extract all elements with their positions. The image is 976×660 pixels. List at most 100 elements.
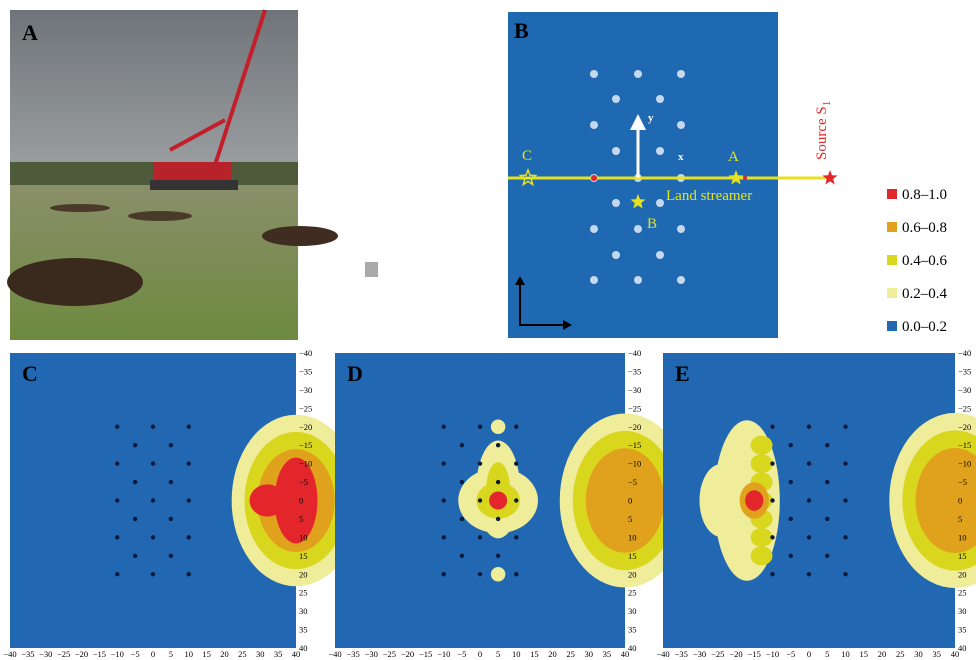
y-tick-label: 20 [628,569,637,579]
label: C [522,148,532,164]
sensor-dot [514,424,519,429]
sensor-dot [656,251,664,259]
x-tick-label: −35 [21,649,34,659]
x-tick-label: 25 [566,649,575,659]
x-tick-label: 40 [621,649,630,659]
sensor-dot [825,442,830,448]
x-tick-label: −25 [383,649,396,659]
x-tick-label: 30 [585,649,594,659]
x-tick-label: 35 [274,649,283,659]
sensor-dot [514,498,519,503]
y-tick-label: 30 [299,606,308,616]
y-tick-label: −40 [299,348,312,358]
sensor-dot [477,535,483,540]
y-tick-label: −30 [628,385,641,395]
photo [7,9,378,340]
y-tick-label: −35 [299,366,312,376]
sensor-dot [806,498,812,503]
sensor-dot [656,147,664,155]
sensor-dot [514,461,519,466]
y-tick-label: −5 [628,477,637,487]
x-tick-label: 5 [825,649,829,659]
sensor-dot [150,572,156,577]
sensor-dot [770,535,775,540]
label: A [22,20,38,45]
y-tick-label: −35 [628,366,641,376]
x-tick-label: 0 [807,649,811,659]
sensor-dot [806,424,812,429]
sensor-dot [477,572,483,577]
x-tick-label: 20 [548,649,557,659]
x-tick-label: 20 [878,649,887,659]
sensor-dot [150,461,156,466]
sensor-dot [843,461,848,466]
sensor-dot [612,251,620,259]
sensor-dot [634,225,642,233]
sensor-dot [150,424,156,429]
x-tick-label: −15 [419,649,432,659]
x-tick-label: 10 [185,649,194,659]
x-tick-label: 0 [151,649,155,659]
sensor-dot [186,572,191,577]
x-tick-label: 5 [496,649,500,659]
sensor-dot [514,535,519,540]
x-tick-label: 15 [202,649,211,659]
legend-label: 0.6–0.8 [902,220,947,236]
legend-label: 0.8–1.0 [902,187,947,203]
y-tick-label: −30 [299,385,312,395]
sensor-dot [115,535,120,540]
y-tick-label: −40 [628,348,641,358]
x-tick-label: 30 [914,649,923,659]
y-tick-label: −25 [299,403,312,413]
sensor-dot [788,553,793,559]
sensor-dot [590,121,598,129]
x-tick-label: −10 [111,649,124,659]
panel-e [663,353,976,648]
legend-label: 0.2–0.4 [902,286,948,302]
sensor-dot [770,498,775,503]
x-tick-label: −5 [131,649,140,659]
sensor-dot [788,442,793,448]
sensor-dot [788,479,793,485]
sensor-dot [612,147,620,155]
legend-label: 0.4–0.6 [902,253,948,269]
star-marker [518,167,538,187]
heat-region [750,527,773,547]
legend-swatch [887,222,897,232]
sensor-dot [495,479,501,485]
star-marker [728,170,744,185]
panel-label: C [22,361,38,386]
y-tick-label: −5 [299,477,308,487]
y-tick-label: 25 [958,588,967,598]
x-tick-label: −40 [656,649,669,659]
y-tick-label: −40 [958,348,971,358]
label: B [647,216,657,232]
sensor-dot [590,225,598,233]
y-tick-label: 35 [628,625,637,635]
sensor-dot [477,461,483,466]
x-tick-label: 40 [951,649,960,659]
sensor-dot [843,535,848,540]
legend-swatch [887,255,897,265]
label: B [514,18,529,43]
heat-region [699,464,744,537]
label: y [648,112,654,124]
x-tick-label: 40 [292,649,301,659]
star-marker [630,194,646,209]
sensor-dot [495,516,501,522]
y-tick-label: 5 [628,514,632,524]
x-tick-label: 5 [169,649,173,659]
sensor-dot [441,498,446,503]
y-tick-label: −35 [958,366,971,376]
x-tick-label: 30 [256,649,265,659]
y-tick-label: 15 [299,551,308,561]
x-tick-label: 35 [933,649,942,659]
heat-region [585,448,665,553]
y-tick-label: 5 [958,514,962,524]
sensor-dot [441,424,446,429]
legend-swatch [887,189,897,199]
heat-region [274,457,318,544]
sensor-dot [843,424,848,429]
